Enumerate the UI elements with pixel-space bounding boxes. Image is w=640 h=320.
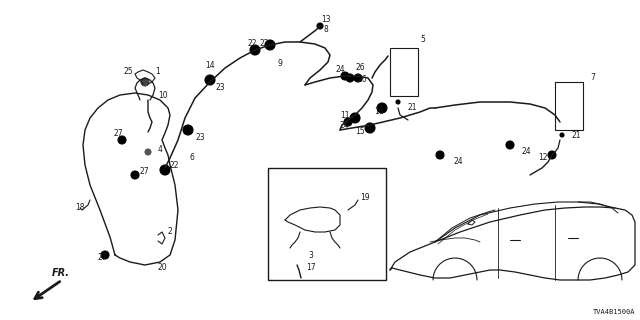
Circle shape <box>205 75 215 85</box>
Text: 16: 16 <box>374 108 383 116</box>
Circle shape <box>265 40 275 50</box>
Text: 9: 9 <box>278 60 283 68</box>
Circle shape <box>118 136 126 144</box>
Circle shape <box>354 74 362 82</box>
Text: 10: 10 <box>158 91 168 100</box>
Text: 27: 27 <box>98 253 108 262</box>
Text: 21: 21 <box>408 103 417 113</box>
Text: 24: 24 <box>453 157 463 166</box>
Text: 7: 7 <box>590 74 595 83</box>
Circle shape <box>506 141 514 149</box>
Text: 14: 14 <box>205 60 214 69</box>
Text: 24: 24 <box>336 66 346 75</box>
Circle shape <box>396 100 400 104</box>
Circle shape <box>548 151 556 159</box>
Text: 21: 21 <box>572 131 582 140</box>
Text: 17: 17 <box>306 263 316 273</box>
Text: 22: 22 <box>248 39 257 49</box>
Bar <box>268 168 386 280</box>
Circle shape <box>344 118 352 126</box>
Text: 20: 20 <box>158 263 168 273</box>
Circle shape <box>377 103 387 113</box>
Text: TVA4B1500A: TVA4B1500A <box>593 309 635 315</box>
Text: 11: 11 <box>340 110 349 119</box>
Text: 19: 19 <box>360 194 370 203</box>
Circle shape <box>346 74 354 82</box>
Circle shape <box>365 123 375 133</box>
Text: 24: 24 <box>522 148 532 156</box>
Text: FR.: FR. <box>52 268 70 278</box>
Bar <box>555 82 583 130</box>
Text: 3: 3 <box>308 251 313 260</box>
Text: 25: 25 <box>123 68 132 76</box>
Circle shape <box>341 72 349 80</box>
Circle shape <box>131 171 139 179</box>
Circle shape <box>145 149 151 155</box>
Circle shape <box>350 113 360 123</box>
Text: 27: 27 <box>114 129 124 138</box>
Circle shape <box>560 133 564 137</box>
Circle shape <box>101 251 109 259</box>
Text: 4: 4 <box>158 146 163 155</box>
Text: 24: 24 <box>340 121 349 130</box>
Circle shape <box>183 125 193 135</box>
Text: 15: 15 <box>355 127 365 137</box>
Text: 18: 18 <box>75 204 84 212</box>
Text: 27: 27 <box>140 167 150 177</box>
Text: 6: 6 <box>190 154 195 163</box>
Text: 8: 8 <box>323 26 328 35</box>
Circle shape <box>160 165 170 175</box>
Circle shape <box>250 45 260 55</box>
Text: 5: 5 <box>420 36 425 44</box>
Text: 23: 23 <box>195 133 205 142</box>
Circle shape <box>436 151 444 159</box>
Text: 2: 2 <box>168 228 173 236</box>
Text: 22: 22 <box>170 161 179 170</box>
Bar <box>390 48 418 96</box>
Text: 13: 13 <box>321 15 331 25</box>
Text: 26: 26 <box>358 76 367 84</box>
Text: 26: 26 <box>355 63 365 73</box>
Text: 22: 22 <box>260 39 269 49</box>
Text: 12: 12 <box>538 154 547 163</box>
Text: 1: 1 <box>155 68 160 76</box>
Circle shape <box>317 23 323 29</box>
Circle shape <box>141 78 149 86</box>
Text: 23: 23 <box>216 84 226 92</box>
